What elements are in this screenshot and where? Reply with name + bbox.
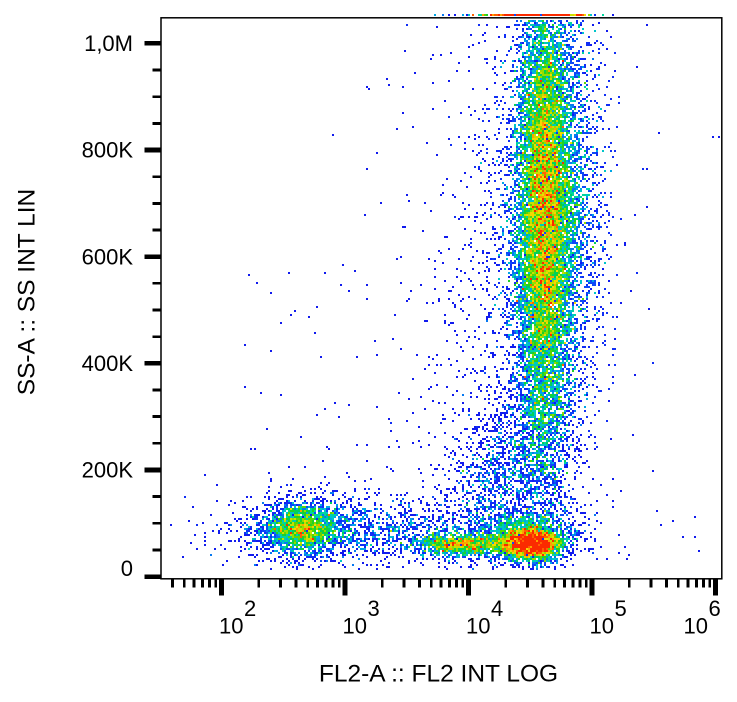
svg-text:600K: 600K xyxy=(82,244,134,269)
svg-text:10: 10 xyxy=(343,614,367,639)
svg-text:6: 6 xyxy=(709,596,721,621)
svg-text:FL2-A :: FL2 INT LOG: FL2-A :: FL2 INT LOG xyxy=(319,661,558,688)
svg-text:10: 10 xyxy=(466,614,490,639)
svg-text:1,0M: 1,0M xyxy=(84,31,133,56)
svg-text:800K: 800K xyxy=(82,138,134,163)
svg-text:2: 2 xyxy=(244,596,256,621)
svg-text:200K: 200K xyxy=(82,458,134,483)
svg-text:10: 10 xyxy=(590,614,614,639)
svg-text:10: 10 xyxy=(219,614,243,639)
svg-text:400K: 400K xyxy=(82,351,134,376)
svg-text:4: 4 xyxy=(491,596,503,621)
svg-text:3: 3 xyxy=(368,596,380,621)
svg-text:0: 0 xyxy=(121,556,133,581)
svg-text:SS-A :: SS INT LIN: SS-A :: SS INT LIN xyxy=(13,189,40,396)
svg-text:5: 5 xyxy=(615,596,627,621)
svg-text:10: 10 xyxy=(684,614,708,639)
